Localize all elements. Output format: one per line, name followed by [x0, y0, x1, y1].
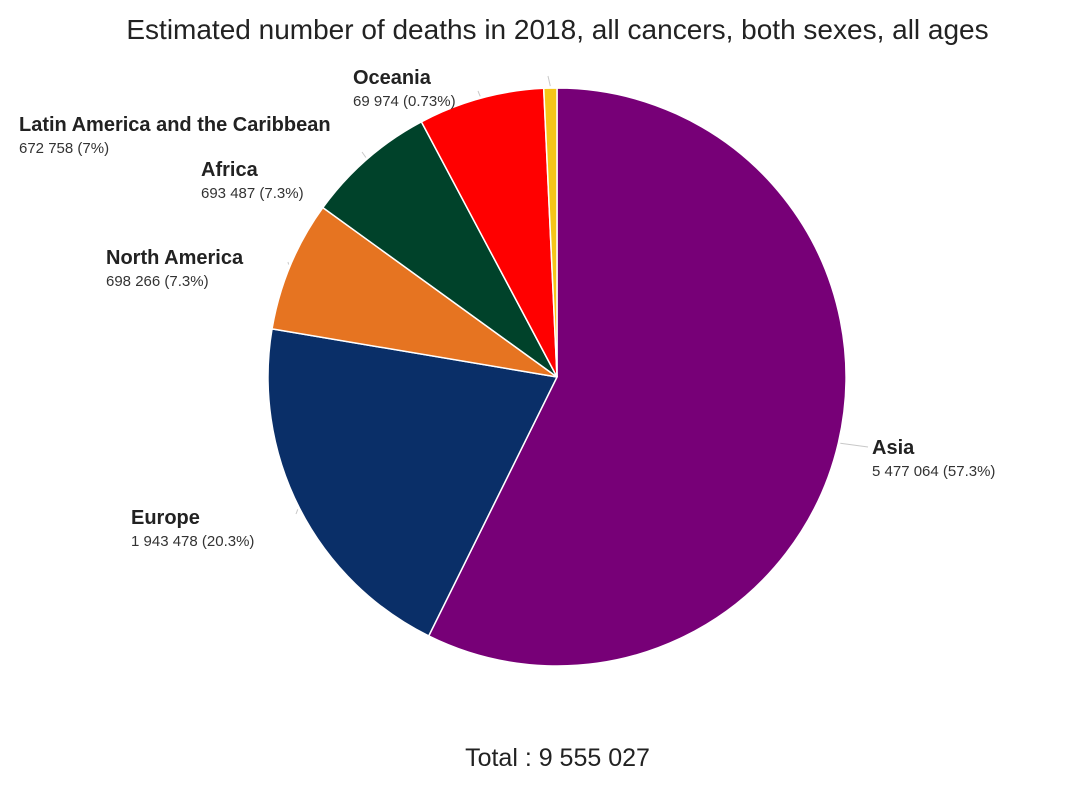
pie-slice-europe — [267, 328, 559, 637]
leader-line-oceania — [547, 75, 551, 87]
slice-value-oceania: 69 974 (0.73%) — [353, 93, 456, 110]
slice-value-latin-america-and-the-caribbean: 672 758 (7%) — [19, 140, 109, 157]
slice-name-europe: Europe — [131, 507, 200, 529]
slice-value-africa: 693 487 (7.3%) — [201, 185, 304, 202]
pie-slice-north-america — [271, 206, 558, 378]
label-leader-lines — [287, 75, 869, 515]
slice-label-oceania: Oceania 69 974 (0.73%) — [353, 67, 456, 110]
slice-labels: Asia 5 477 064 (57.3%) Europe 1 943 478 (20… — [19, 67, 995, 550]
slice-label-latin-america-and-the-caribbean: Latin America and the Caribbean 672 758 (… — [19, 114, 331, 157]
slice-label-north-america: North America 698 266 (7.3%) — [106, 247, 244, 290]
chart-title: Estimated number of deaths in 2018, all … — [126, 14, 989, 45]
pie-slice-africa — [321, 120, 558, 378]
slice-name-latin-america-and-the-caribbean: Latin America and the Caribbean — [19, 114, 331, 136]
pie-slices — [267, 87, 847, 667]
slice-label-africa: Africa 693 487 (7.3%) — [201, 159, 304, 202]
slice-value-asia: 5 477 064 (57.3%) — [872, 463, 995, 480]
slice-value-europe: 1 943 478 (20.3%) — [131, 533, 254, 550]
pie-slice-oceania — [542, 87, 558, 378]
slice-name-oceania: Oceania — [353, 67, 432, 89]
pie-slice-asia — [427, 87, 847, 667]
slice-value-north-america: 698 266 (7.3%) — [106, 273, 209, 290]
slice-name-asia: Asia — [872, 437, 915, 459]
slice-name-africa: Africa — [201, 159, 259, 181]
leader-line-latin-america-and-the-caribbean — [477, 90, 481, 97]
leader-line-africa — [361, 151, 367, 158]
chart-total: Total : 9 555 027 — [465, 744, 650, 772]
leader-line-north-america — [287, 261, 290, 265]
slice-name-north-america: North America — [106, 247, 244, 269]
leader-line-asia — [840, 442, 869, 448]
leader-line-europe — [295, 509, 299, 515]
pie-slice-latin-america-and-the-caribbean — [420, 87, 558, 378]
slice-label-asia: Asia 5 477 064 (57.3%) — [872, 437, 995, 480]
slice-label-europe: Europe 1 943 478 (20.3%) — [131, 507, 254, 550]
